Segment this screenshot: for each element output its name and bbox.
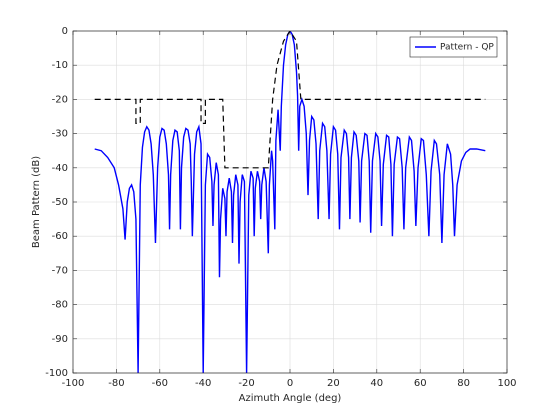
y-tick-label: -50 [52, 197, 68, 208]
axes-box [72, 30, 508, 374]
x-axis-label: Azimuth Angle (deg) [239, 393, 342, 404]
x-tick-label: 20 [327, 378, 340, 389]
y-tick-label: -40 [52, 163, 68, 174]
x-tick-label: -100 [62, 378, 85, 389]
x-tick-label: 80 [457, 378, 470, 389]
y-tick-label: -30 [52, 129, 68, 140]
y-tick-label: -10 [52, 60, 68, 71]
y-tick-label: -80 [52, 300, 68, 311]
y-tick-label: 0 [62, 26, 68, 37]
y-tick-label: -70 [52, 265, 68, 276]
legend-label: Pattern - QP [440, 43, 494, 53]
legend-box [409, 36, 498, 58]
y-tick-label: -100 [45, 368, 68, 379]
series-line [94, 31, 486, 373]
x-tick-label: -80 [108, 378, 124, 389]
y-tick-label: -60 [52, 231, 68, 242]
y-axis-label: Beam Pattern (dB) [31, 156, 42, 248]
x-tick-label: -40 [195, 378, 211, 389]
y-tick-label: -90 [52, 334, 68, 345]
series-line [94, 31, 486, 169]
x-tick-label: 100 [497, 378, 516, 389]
y-tick-label: -20 [52, 94, 68, 105]
x-tick-label: -60 [152, 378, 168, 389]
x-tick-label: 0 [287, 378, 293, 389]
x-tick-label: 40 [370, 378, 383, 389]
x-tick-label: -20 [238, 378, 254, 389]
x-tick-label: 60 [414, 378, 427, 389]
